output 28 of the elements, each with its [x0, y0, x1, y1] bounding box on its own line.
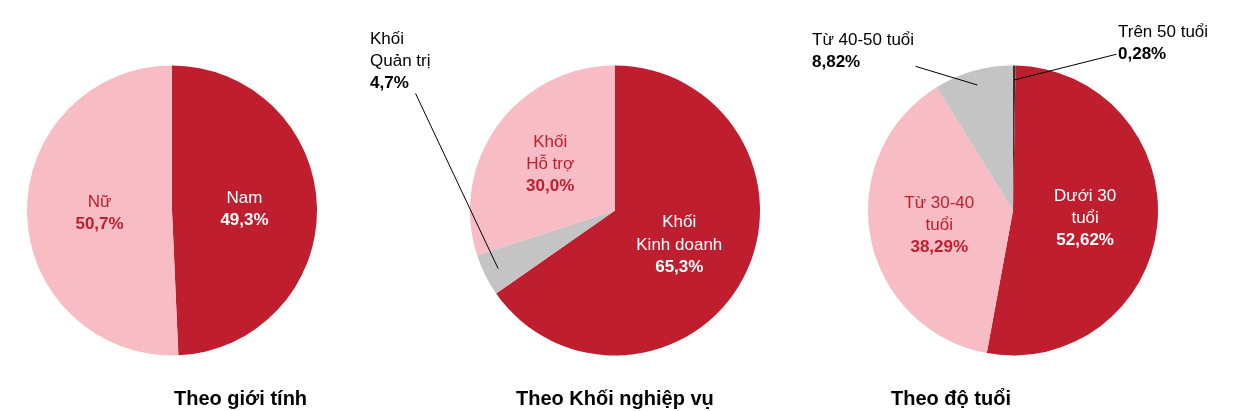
data-label: 50,7%: [75, 213, 124, 233]
pie-slice: [27, 65, 179, 356]
slice-label: Nam: [226, 188, 263, 208]
data-label: 65,3%: [655, 256, 704, 276]
data-label: 0,28%: [1118, 44, 1167, 64]
pie-slice: [496, 65, 760, 356]
data-label: 38,29%: [910, 236, 969, 256]
text: Theo Khối nghiệp vụ: [516, 387, 714, 409]
text: Theo độ tuổi: [891, 387, 1011, 409]
pie-slice: [986, 65, 1158, 356]
slice-label: Nữ: [87, 191, 112, 211]
slice-label: Từ 40-50 tuổi: [812, 30, 915, 49]
slice-label: Khối Kinh doanh: [636, 212, 723, 254]
pie-slice: [868, 87, 1013, 354]
slice-label: Dưới 30 tuổi: [1054, 186, 1117, 228]
pie-slice: [477, 210, 615, 294]
slice-label: Khối Quản trị: [370, 29, 431, 71]
pie-slice: [470, 65, 615, 256]
data-label: 4,7%: [370, 73, 409, 93]
data-label: 8,82%: [812, 52, 861, 72]
slice-label: Từ 30-40 tuổi: [904, 192, 975, 234]
text: Theo giới tính: [174, 387, 308, 409]
data-label: 52,62%: [1056, 230, 1114, 250]
pie-slice: [172, 65, 317, 356]
slice-label: Trên 50 tuổi: [1118, 22, 1209, 41]
slice-label: Khối Hỗ trợ: [526, 131, 575, 173]
data-label: 49,3%: [220, 210, 269, 230]
data-label: 30,0%: [526, 175, 575, 195]
